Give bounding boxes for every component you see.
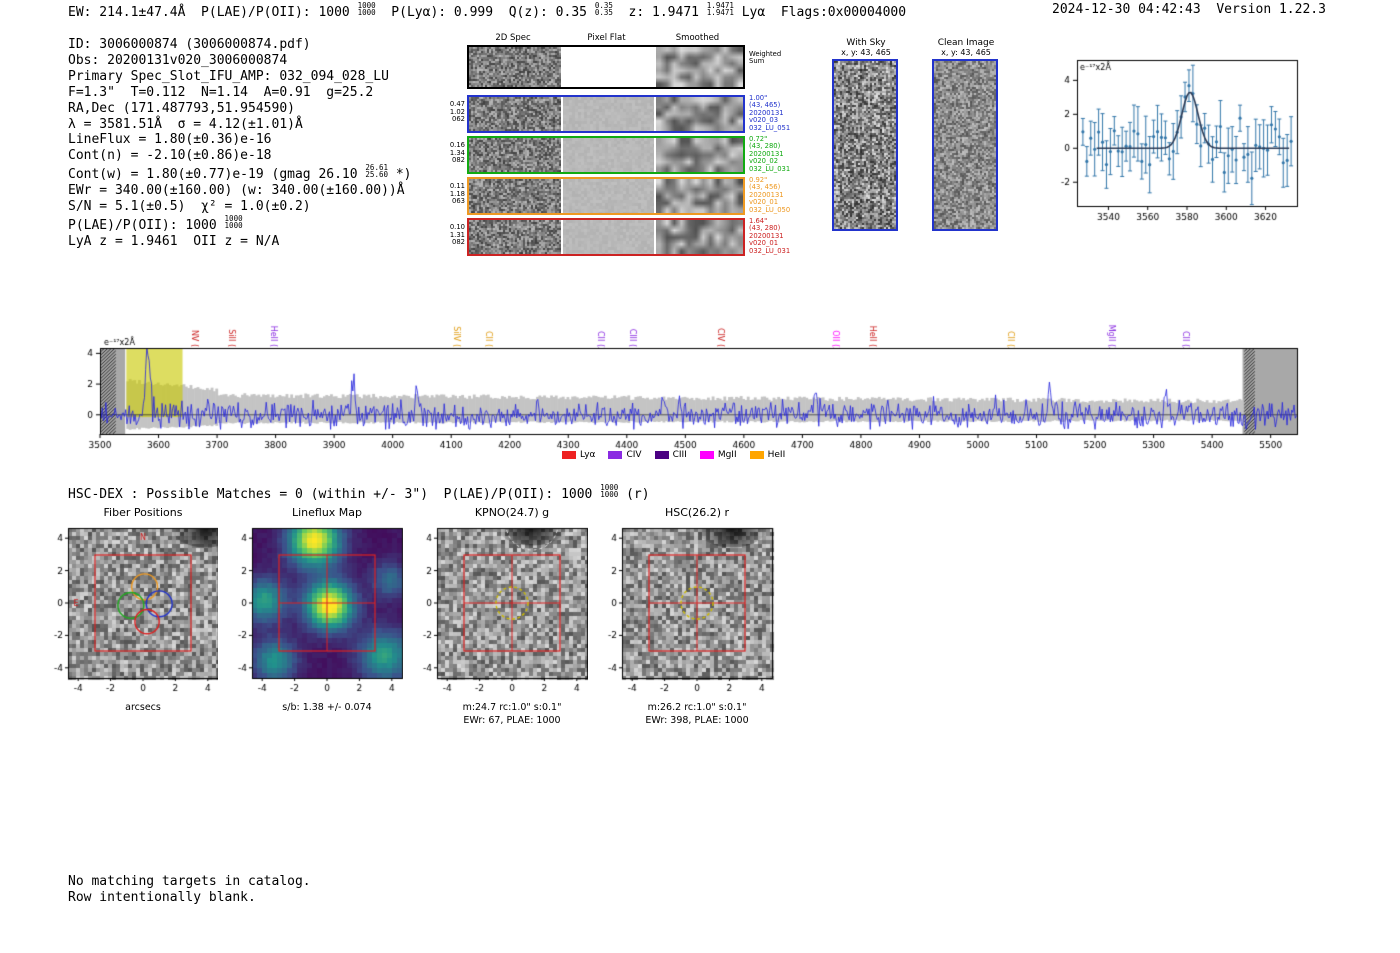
spec2d-row-right-info: 0.72" (43, 280) 20200131 v020_02 032_LU_031	[749, 135, 791, 173]
legend-label: CIV	[626, 450, 642, 460]
info-line: Primary Spec_Slot_IFU_AMP: 032_094_028_L…	[68, 68, 389, 84]
civ-legend-swatch	[608, 451, 623, 459]
spec2d-strip-spec	[469, 138, 561, 172]
legend-label: HeII	[767, 450, 786, 460]
sky-panel: Clean Image x, y: 43, 465	[930, 38, 1002, 231]
cutout-xlabel: arcsecs	[125, 702, 161, 713]
report-header: EW: 214.1±47.4Å P(LAE)/P(OII): 1000 1000…	[68, 1, 907, 20]
footer-notes: No matching targets in catalog. Row inten…	[68, 874, 311, 906]
spec2d-strip-flat	[563, 97, 654, 131]
info-line: Cont(w) = 1.80(±0.77)e-19 (gmag 26.10 26…	[68, 163, 412, 183]
mgii-legend-swatch	[699, 451, 714, 459]
info-line: P(LAE)/P(OII): 1000 1000 1000	[68, 213, 243, 233]
spec2d-strip-flat	[563, 138, 654, 172]
spec2d-col-header: 2D Spec	[495, 33, 531, 43]
legend-item: CIII	[654, 450, 687, 460]
legend-item: CIV	[608, 450, 642, 460]
with-sky-image	[834, 61, 896, 229]
legend-item: HeII	[749, 450, 786, 460]
spec2d-strip-white	[563, 47, 654, 87]
legend-label: Lyα	[580, 450, 596, 460]
zoom-plot-canvas	[1035, 48, 1310, 233]
spec2d-strip-flat	[563, 179, 654, 213]
footer-note: Row intentionally blank.	[68, 890, 256, 905]
main-spectrum-canvas	[60, 298, 1330, 450]
spec2d-row-right-info: 1.64" (43, 280) 20200131 v020_01 032_LU_031	[749, 217, 791, 255]
cutout-title: Fiber Positions	[103, 506, 183, 519]
sky-panel-image-frame	[832, 59, 898, 231]
spec2d-row	[467, 218, 745, 256]
info-line: Cont(n) = -2.10(±0.86)e-18	[68, 148, 272, 164]
spec2d-row-left-values: 0.10 1.31 082	[449, 223, 465, 247]
spec2d-row	[467, 45, 745, 89]
spec2d-row	[467, 95, 745, 133]
legend-label: CIII	[672, 450, 687, 460]
cutout-canvas	[403, 524, 593, 702]
cutout-canvas	[588, 524, 778, 702]
cutout-title: HSC(26.2) r	[664, 506, 730, 519]
sky-panel-coords: x, y: 43, 465	[841, 48, 891, 57]
weighted-sum-label: Weighted Sum	[749, 50, 782, 66]
spec2d-row-left-values: 0.47 1.02 062	[449, 100, 465, 124]
footer-note: No matching targets in catalog.	[68, 874, 311, 889]
info-line: λ = 3581.51Å σ = 4.12(±1.01)Å	[68, 116, 303, 132]
info-line: Obs: 20200131v020_3006000874	[68, 52, 288, 68]
sky-panel-coords: x, y: 43, 465	[941, 48, 991, 57]
match-summary: HSC-DEX : Possible Matches = 0 (within +…	[68, 483, 650, 502]
spec2d-panel: 2D Spec Pixel Flat Smoothed Weighted Sum 0.47…	[444, 33, 804, 263]
cutout-caption: EWr: 67, PLAE: 1000	[463, 715, 561, 726]
spec2d-strip-spec	[469, 179, 561, 213]
sky-panel: With Sky x, y: 43, 465	[830, 38, 902, 231]
spec2d-strip-smooth	[656, 220, 743, 254]
cutout-caption: EWr: 398, PLAE: 1000	[645, 715, 749, 726]
lyα-legend-swatch	[562, 451, 576, 459]
spec2d-row-left-values: 0.11 1.18 063	[449, 182, 465, 206]
cutout-title: Lineflux Map	[291, 506, 363, 519]
heii-legend-swatch	[749, 451, 764, 459]
spec2d-col-header: Pixel Flat	[587, 33, 626, 43]
spec2d-row	[467, 136, 745, 174]
legend-label: MgII	[717, 450, 737, 460]
info-line: ID: 3006000874 (3006000874.pdf)	[68, 37, 311, 52]
cutout-caption: s/b: 1.38 +/- 0.074	[282, 702, 372, 713]
info-line: LineFlux = 1.80(±0.36)e-16	[68, 132, 272, 148]
clean-image	[934, 61, 996, 229]
spectrum-legend: Lyα CIV CIII MgII HeII	[562, 450, 785, 460]
spec2d-strip-spec	[469, 47, 561, 87]
cutout-canvas	[218, 524, 408, 702]
info-line: F=1.3" T=0.112 N=1.14 A=0.91 g=25.2	[68, 84, 374, 100]
sky-panel-image-frame	[932, 59, 998, 231]
spec2d-row	[467, 177, 745, 215]
spec2d-strip-smooth	[656, 97, 743, 131]
cutout-caption: m:24.7 rc:1.0" s:0.1"	[462, 702, 562, 713]
info-line: S/N = 5.1(±0.5) χ² = 1.0(±0.2)	[68, 199, 311, 215]
spec2d-strip-flat	[563, 220, 654, 254]
spec2d-strip-spec	[469, 97, 561, 131]
sky-panel-title: Clean Image	[937, 38, 995, 48]
timestamp-version: 2024-12-30 04:42:43 Version 1.22.3	[1052, 2, 1326, 17]
cutout-caption: m:26.2 rc:1.0" s:0.1"	[647, 702, 747, 713]
legend-item: MgII	[699, 450, 737, 460]
spec2d-strip-spec	[469, 220, 561, 254]
info-line: RA,Dec (171.487793,51.954590)	[68, 100, 295, 116]
spec2d-col-header: Smoothed	[675, 33, 720, 43]
info-line: EWr = 340.00(±160.00) (w: 340.00(±160.00…	[68, 183, 405, 199]
ciii-legend-swatch	[654, 451, 669, 459]
cutout-canvas	[34, 524, 224, 702]
spec2d-strip-smooth	[656, 179, 743, 213]
info-block: ID: 3006000874 (3006000874.pdf) Obs: 2020…	[68, 37, 411, 250]
cutout-title: KPNO(24.7) g	[474, 506, 550, 519]
spec2d-strip-smooth	[656, 47, 743, 87]
legend-item: Lyα	[562, 450, 595, 460]
info-line: LyA z = 1.9461 OII z = N/A	[68, 233, 280, 249]
spec2d-row-right-info: 0.92" (43, 456) 20200131 v020_01 032_LU_050	[749, 176, 791, 214]
sky-panel-title: With Sky	[846, 38, 886, 48]
spec2d-strip-smooth	[656, 138, 743, 172]
spec2d-row-left-values: 0.16 1.34 082	[449, 141, 465, 165]
spec2d-row-right-info: 1.00" (43, 465) 20200131 v020_03 032_LU_051	[749, 94, 791, 132]
